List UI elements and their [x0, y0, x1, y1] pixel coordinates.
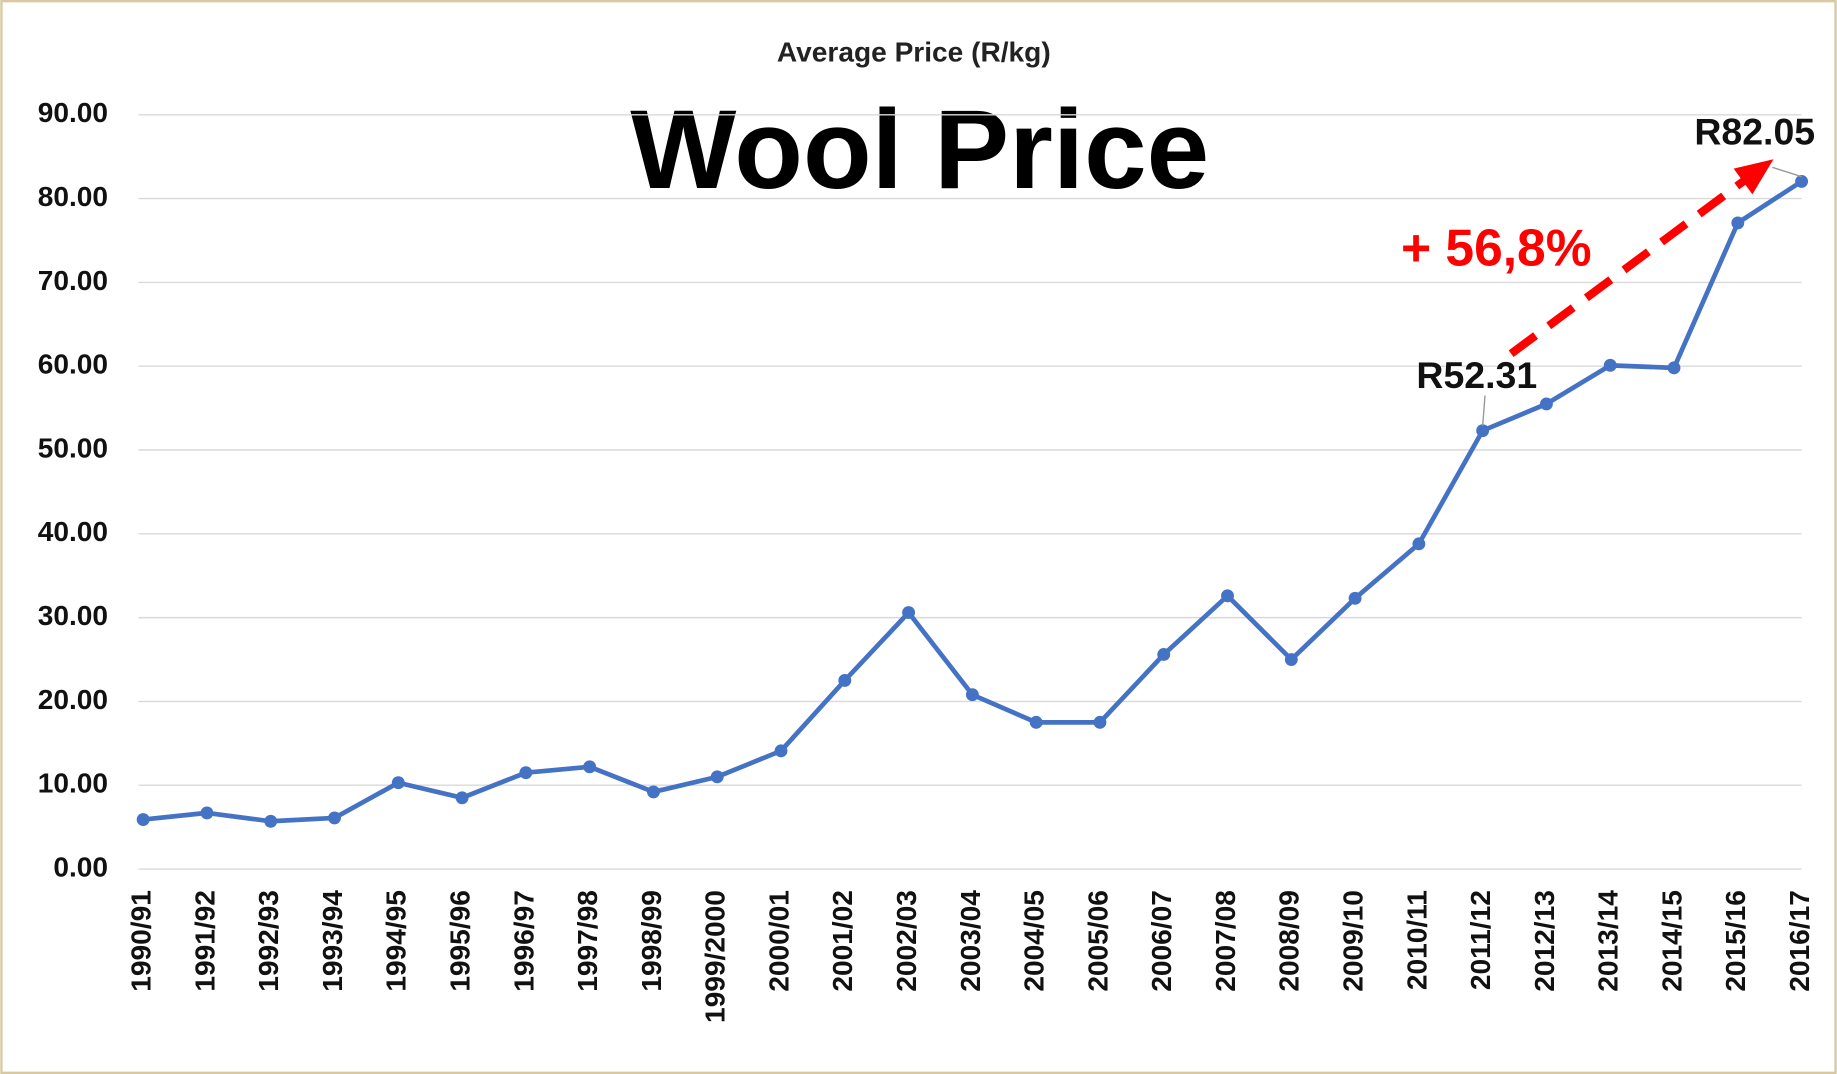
y-tick-label: 50.00: [38, 432, 108, 463]
data-point: [838, 674, 852, 687]
data-point: [264, 814, 278, 828]
x-tick-label: 1996/97: [508, 890, 539, 992]
x-tick-label: 1992/93: [253, 890, 284, 992]
data-point: [710, 770, 724, 784]
x-tick-label: 1991/92: [189, 890, 220, 992]
data-point: [1667, 361, 1681, 375]
x-tick-label: 2006/07: [1146, 890, 1177, 992]
x-tick-label: 2005/06: [1082, 890, 1113, 992]
data-point: [1348, 591, 1362, 605]
label-leader: [1772, 166, 1802, 178]
x-tick-label: 1994/95: [381, 890, 412, 992]
x-tick-label: 1993/94: [317, 890, 348, 992]
x-tick-label: 2008/09: [1274, 890, 1305, 992]
data-point: [1093, 715, 1107, 729]
x-tick-label: 2004/05: [1019, 890, 1050, 992]
data-point: [328, 811, 341, 825]
x-tick-label: 1995/96: [445, 890, 476, 992]
y-tick-label: 20.00: [38, 684, 108, 715]
data-point: [1795, 174, 1809, 188]
chart-subtitle: Average Price (R/kg): [777, 36, 1051, 67]
x-tick-label: 2000/01: [763, 890, 794, 992]
data-point: [1284, 653, 1298, 666]
data-point: [1029, 715, 1043, 729]
data-point: [1476, 424, 1490, 438]
x-tick-label: 2015/16: [1720, 890, 1751, 992]
x-tick-label: 2016/17: [1784, 890, 1815, 992]
trend-arrow: [1508, 174, 1751, 357]
data-point: [1603, 358, 1617, 372]
data-point: [583, 760, 597, 774]
data-label: R52.31: [1416, 354, 1537, 396]
x-tick-label: 2002/03: [891, 890, 922, 992]
y-tick-label: 80.00: [38, 181, 108, 212]
x-tick-label: 2014/15: [1656, 890, 1687, 992]
data-point: [1157, 648, 1171, 661]
annotation: + 56,8%: [1401, 218, 1591, 276]
y-tick-label: 90.00: [38, 97, 108, 128]
data-label: R82.05: [1694, 110, 1815, 152]
chart-title: Wool Price: [630, 86, 1209, 212]
x-tick-label: 2001/02: [827, 890, 858, 992]
arrow-head: [1733, 159, 1774, 195]
x-tick-label: 2012/13: [1529, 890, 1560, 992]
x-tick-label: 2009/10: [1338, 890, 1369, 992]
data-point: [391, 776, 405, 790]
x-tick-label: 1998/99: [636, 890, 667, 992]
x-tick-label: 1997/98: [572, 890, 603, 992]
x-tick-label: 1999/2000: [700, 890, 731, 1023]
data-point: [1412, 537, 1426, 551]
data-point: [136, 813, 150, 827]
data-point: [1731, 216, 1745, 230]
x-tick-label: 2013/14: [1593, 890, 1624, 992]
y-tick-label: 40.00: [38, 516, 108, 547]
data-point: [902, 606, 916, 620]
y-tick-label: 70.00: [38, 265, 108, 296]
data-point: [774, 744, 788, 758]
y-tick-label: 60.00: [38, 349, 108, 380]
x-tick-label: 2003/04: [955, 890, 986, 992]
data-point: [519, 766, 533, 780]
data-point: [647, 785, 660, 799]
data-point: [455, 791, 469, 805]
y-tick-label: 30.00: [38, 600, 108, 631]
data-point: [200, 806, 214, 820]
data-point: [1540, 397, 1553, 411]
y-tick-label: 10.00: [38, 768, 108, 799]
x-tick-label: 2010/11: [1401, 890, 1432, 990]
x-tick-label: 2011/12: [1465, 890, 1496, 990]
x-tick-label: 1990/91: [126, 890, 157, 992]
y-tick-label: 0.00: [53, 851, 108, 882]
label-leader: [1481, 395, 1486, 427]
data-point: [1221, 589, 1234, 603]
data-point: [965, 688, 979, 702]
x-tick-label: 2007/08: [1210, 890, 1241, 992]
